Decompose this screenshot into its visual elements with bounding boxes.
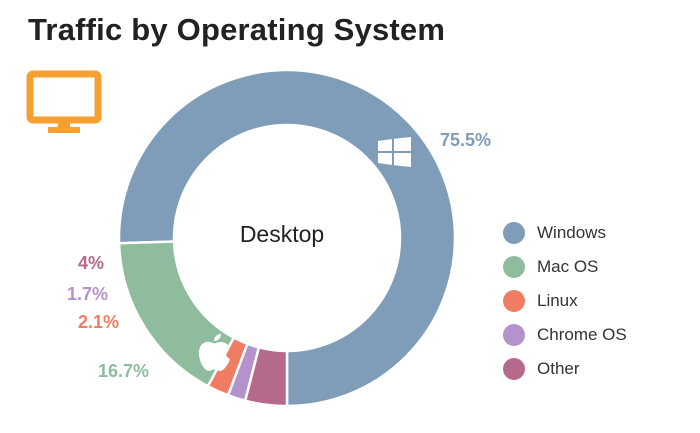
legend-item-linux: Linux	[503, 284, 627, 318]
legend-swatch	[503, 256, 525, 278]
chart-title: Traffic by Operating System	[28, 12, 446, 47]
monitor-icon	[26, 70, 102, 133]
windows-logo-icon	[378, 137, 411, 167]
donut-center-label: Desktop	[239, 221, 325, 247]
legend-label: Mac OS	[537, 257, 599, 276]
pct-label-mac-os: 16.7%	[98, 361, 150, 381]
legend-swatch	[503, 324, 525, 346]
legend-label: Other	[537, 359, 580, 378]
pct-label-windows: 75.5%	[440, 130, 492, 150]
legend-item-windows: Windows	[503, 216, 627, 250]
legend-swatch	[503, 358, 525, 380]
pct-label-linux: 2.1%	[78, 312, 120, 332]
slice-other	[243, 345, 289, 408]
legend-label: Chrome OS	[537, 325, 627, 344]
legend-item-chrome-os: Chrome OS	[503, 318, 627, 352]
legend-label: Windows	[537, 223, 606, 242]
apple-logo-icon	[198, 334, 230, 371]
slice-windows	[117, 68, 457, 408]
legend: Windows Mac OS Linux Chrome OS Other	[503, 216, 627, 386]
legend-swatch	[503, 222, 525, 244]
legend-item-mac-os: Mac OS	[503, 250, 627, 284]
pct-label-other: 4%	[78, 253, 105, 273]
pct-label-chrome-os: 1.7%	[67, 284, 109, 304]
legend-swatch	[503, 290, 525, 312]
legend-label: Linux	[537, 291, 578, 310]
legend-item-other: Other	[503, 352, 627, 386]
